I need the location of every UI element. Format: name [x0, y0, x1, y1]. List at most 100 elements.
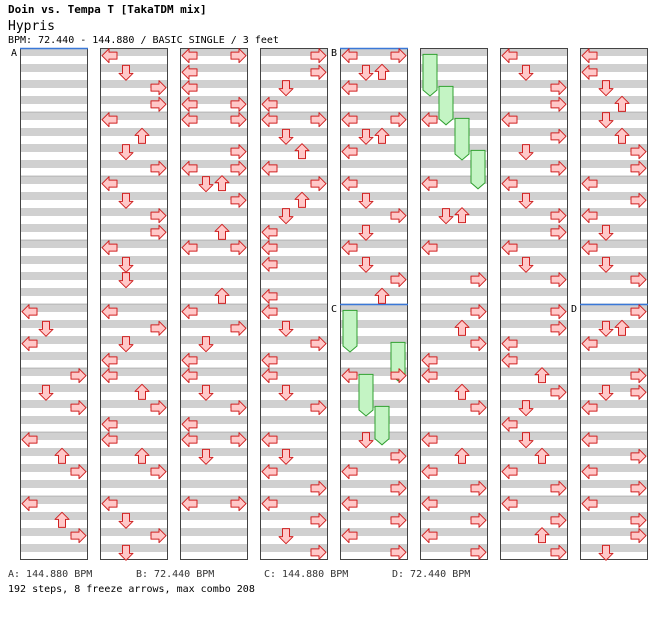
beat-stripe — [340, 192, 408, 200]
left-arrow-icon — [501, 176, 518, 192]
left-arrow-icon — [181, 304, 198, 320]
right-arrow-icon — [70, 368, 87, 384]
beat-stripe — [260, 384, 328, 392]
beat-stripe — [100, 352, 168, 360]
right-arrow-icon — [310, 480, 327, 496]
beat-stripe — [580, 368, 648, 376]
beat-stripe — [100, 528, 168, 536]
beat-stripe — [260, 112, 328, 120]
beat-stripe — [340, 112, 408, 120]
right-arrow-icon — [550, 384, 567, 400]
beat-stripe — [260, 96, 328, 104]
up-arrow-icon — [614, 319, 630, 336]
beat-stripe — [420, 176, 488, 184]
up-arrow-icon — [374, 63, 390, 80]
beat-stripe — [260, 480, 328, 488]
right-arrow-icon — [150, 160, 167, 176]
beat-stripe — [100, 176, 168, 184]
down-arrow-icon — [518, 400, 534, 417]
left-arrow-icon — [501, 352, 518, 368]
right-arrow-icon — [70, 528, 87, 544]
bpm-change-label: D — [571, 304, 577, 315]
beat-stripe — [180, 352, 248, 360]
beat-stripe — [20, 416, 88, 424]
down-arrow-icon — [518, 432, 534, 449]
bpm-legend-d: D: 72.440 BPM — [392, 569, 471, 580]
beat-stripe — [580, 352, 648, 360]
beat-stripe — [340, 528, 408, 536]
beat-stripe — [20, 192, 88, 200]
right-arrow-icon — [470, 480, 487, 496]
up-arrow-icon — [134, 447, 150, 464]
beat-stripe — [420, 384, 488, 392]
left-arrow-icon — [341, 48, 358, 64]
beat-stripe — [180, 144, 248, 152]
beat-stripe — [100, 512, 168, 520]
beat-stripe — [580, 480, 648, 488]
down-arrow-icon — [278, 384, 294, 401]
beat-stripe — [500, 48, 568, 56]
freeze-arrow — [374, 405, 390, 446]
beat-stripe — [580, 512, 648, 520]
right-arrow-icon — [470, 336, 487, 352]
left-arrow-icon — [341, 368, 358, 384]
beat-stripe — [500, 256, 568, 264]
beat-stripe — [260, 528, 328, 536]
down-arrow-icon — [198, 176, 214, 193]
right-arrow-icon — [230, 432, 247, 448]
beat-stripe — [420, 448, 488, 456]
right-arrow-icon — [150, 320, 167, 336]
column-border — [180, 48, 248, 560]
left-arrow-icon — [101, 304, 118, 320]
left-arrow-icon — [261, 256, 278, 272]
beat-stripe — [420, 496, 488, 504]
beat-stripe — [500, 368, 568, 376]
beat-stripe — [180, 160, 248, 168]
beat-stripe — [500, 96, 568, 104]
left-arrow-icon — [181, 352, 198, 368]
beat-stripe — [260, 176, 328, 184]
down-arrow-icon — [598, 384, 614, 401]
beat-stripe — [100, 272, 168, 280]
right-arrow-icon — [70, 400, 87, 416]
up-arrow-icon — [374, 127, 390, 144]
freeze-arrow — [454, 117, 470, 161]
beat-stripe — [420, 64, 488, 72]
beat-stripe — [340, 288, 408, 296]
beat-stripe — [260, 256, 328, 264]
beat-stripe — [580, 240, 648, 248]
right-arrow-icon — [630, 368, 647, 384]
beat-stripe — [20, 336, 88, 344]
beat-stripe — [260, 320, 328, 328]
right-arrow-icon — [150, 224, 167, 240]
up-arrow-icon — [534, 367, 550, 384]
left-arrow-icon — [341, 80, 358, 96]
beat-stripe — [580, 128, 648, 136]
beat-stripe — [180, 448, 248, 456]
left-arrow-icon — [101, 368, 118, 384]
left-arrow-icon — [181, 432, 198, 448]
left-arrow-icon — [421, 496, 438, 512]
chart-column — [100, 48, 168, 560]
beat-stripe — [340, 352, 408, 360]
beat-stripe — [180, 48, 248, 56]
left-arrow-icon — [101, 112, 118, 128]
down-arrow-icon — [198, 336, 214, 353]
chart-column — [180, 48, 248, 560]
beat-stripe — [100, 336, 168, 344]
left-arrow-icon — [581, 432, 598, 448]
left-arrow-icon — [181, 368, 198, 384]
left-arrow-icon — [421, 528, 438, 544]
down-arrow-icon — [278, 528, 294, 545]
down-arrow-icon — [598, 320, 614, 337]
beat-stripe — [580, 496, 648, 504]
beat-stripe — [180, 512, 248, 520]
left-arrow-icon — [581, 176, 598, 192]
up-arrow-icon — [454, 383, 470, 400]
up-arrow-icon — [454, 207, 470, 224]
beat-stripe — [580, 192, 648, 200]
column-border — [420, 48, 488, 560]
beat-stripe — [260, 416, 328, 424]
beat-stripe — [500, 464, 568, 472]
left-arrow-icon — [341, 528, 358, 544]
